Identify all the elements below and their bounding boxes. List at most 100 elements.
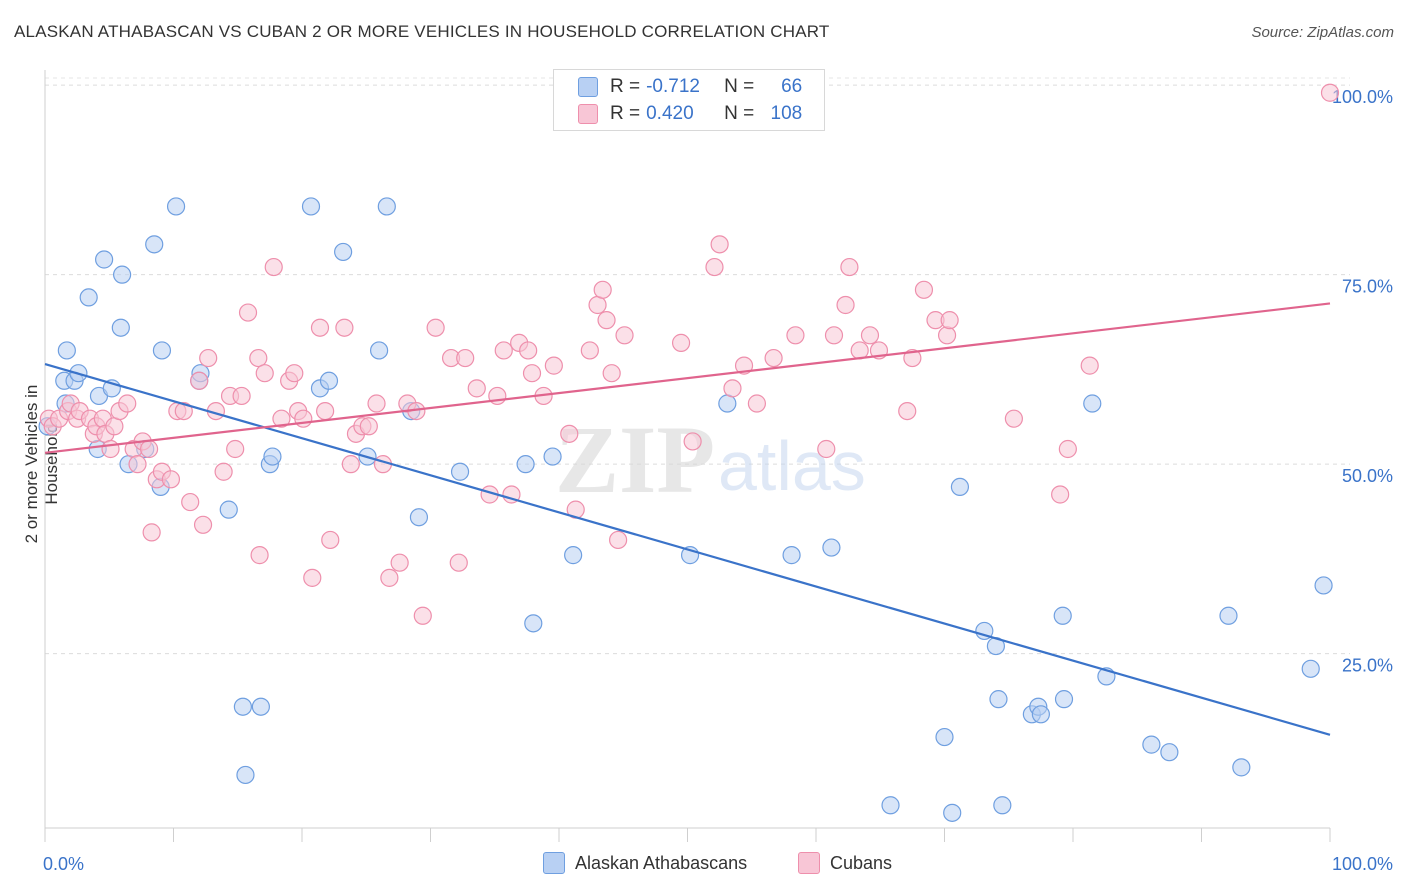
data-point-cubans (199, 348, 218, 368)
legend-r-label: R = (610, 76, 641, 97)
data-point-cubans (467, 379, 486, 398)
data-point-alaskan (822, 538, 841, 557)
legend-row-cubans: R = 0.420 N = 108 (578, 102, 802, 126)
legend-item-alaskan[interactable]: Alaskan Athabascans (543, 852, 747, 874)
legend-r-value: 0.420 (646, 103, 694, 124)
data-point-alaskan (718, 394, 737, 413)
data-point-alaskan (251, 697, 270, 716)
data-point-cubans (426, 318, 445, 337)
legend-n-value: 108 (770, 103, 803, 124)
data-point-cubans (250, 546, 269, 565)
data-point-cubans (683, 432, 702, 451)
data-point-cubans (522, 364, 542, 383)
chart-title: ALASKAN ATHABASCAN VS CUBAN 2 OR MORE VE… (14, 22, 830, 41)
data-point-alaskan (319, 371, 339, 390)
data-point-cubans (1320, 83, 1340, 102)
data-point-cubans (580, 341, 599, 360)
data-point-cubans (903, 348, 922, 368)
legend-n-label: N = (724, 76, 755, 97)
data-point-cubans (519, 341, 538, 360)
data-point-cubans (105, 417, 124, 436)
data-point-cubans (494, 341, 513, 360)
watermark-atlas: atlas (718, 427, 866, 505)
data-point-cubans (232, 386, 251, 406)
data-point-cubans (390, 553, 409, 572)
data-point-cubans (321, 530, 340, 550)
data-point-cubans (161, 470, 181, 489)
data-point-alaskan (1160, 743, 1179, 762)
data-point-alaskan (112, 265, 132, 284)
data-point-cubans (101, 439, 120, 459)
data-point-cubans (786, 326, 805, 345)
data-point-cubans (940, 311, 959, 330)
data-point-cubans (294, 409, 313, 428)
data-point-cubans (544, 356, 563, 375)
data-point-alaskan (1083, 394, 1102, 413)
data-point-cubans (615, 326, 634, 345)
data-point-cubans (705, 257, 724, 277)
data-point-cubans (226, 439, 245, 459)
data-point-alaskan (935, 727, 954, 747)
data-point-cubans (914, 280, 934, 299)
data-point-cubans (937, 326, 957, 345)
data-point-alaskan (564, 546, 583, 565)
data-point-alaskan (524, 614, 543, 633)
chart-source: Source: ZipAtlas.com (1251, 24, 1394, 41)
legend-row-alaskan: R = -0.712 N = 66 (578, 75, 802, 99)
data-point-alaskan (1219, 606, 1238, 625)
data-point-alaskan (1232, 758, 1251, 777)
data-point-cubans (128, 455, 147, 474)
data-point-cubans (413, 606, 432, 625)
y-tick-label: 50.0% (1342, 466, 1393, 486)
data-point-alaskan (111, 318, 130, 337)
data-point-alaskan (57, 341, 76, 360)
data-point-alaskan (1314, 576, 1333, 595)
data-point-cubans (190, 371, 209, 390)
data-point-alaskan (450, 462, 470, 481)
data-point-cubans (118, 394, 137, 413)
data-point-cubans (1004, 409, 1023, 428)
x-tick-label: 100.0% (1332, 854, 1393, 874)
data-point-cubans (238, 303, 258, 322)
data-point-alaskan (993, 796, 1012, 815)
legend-swatch-alaskan (578, 77, 598, 97)
data-point-alaskan (219, 500, 238, 519)
data-point-cubans (449, 553, 468, 572)
data-point-cubans (249, 348, 268, 368)
data-point-cubans (898, 402, 917, 421)
trend-line-alaskan (44, 363, 1331, 736)
data-point-cubans (335, 318, 354, 337)
data-point-cubans (214, 462, 233, 481)
y-tick-label: 25.0% (1342, 656, 1393, 676)
legend-n-value: 66 (781, 76, 803, 97)
data-point-cubans (139, 439, 159, 459)
data-point-cubans (272, 409, 291, 428)
legend-r-value: -0.712 (646, 76, 700, 97)
data-point-cubans (264, 257, 283, 277)
legend-swatch-cubans (578, 104, 598, 124)
data-point-alaskan (1142, 735, 1161, 754)
data-point-cubans (860, 326, 880, 345)
data-point-cubans (671, 333, 691, 352)
data-point-cubans (142, 523, 161, 542)
legend-item-cubans[interactable]: Cubans (798, 852, 892, 874)
data-point-alaskan (950, 477, 970, 496)
data-point-alaskan (95, 250, 114, 269)
data-point-cubans (817, 439, 836, 459)
data-point-cubans (310, 318, 330, 337)
data-point-alaskan (1301, 659, 1320, 678)
data-point-cubans (255, 364, 274, 383)
legend-swatch-alaskan (543, 852, 565, 874)
correlation-legend: R = -0.712 N = 66 R = 0.420 N = 108 (553, 69, 825, 131)
data-point-alaskan (409, 508, 429, 527)
data-point-cubans (181, 492, 200, 512)
data-point-alaskan (989, 690, 1008, 709)
data-point-alaskan (1054, 690, 1074, 709)
data-point-cubans (367, 394, 386, 413)
data-point-cubans (174, 402, 193, 421)
data-point-cubans (593, 280, 612, 299)
data-point-alaskan (1031, 705, 1050, 724)
data-point-cubans (609, 530, 628, 550)
data-point-alaskan (79, 288, 98, 307)
